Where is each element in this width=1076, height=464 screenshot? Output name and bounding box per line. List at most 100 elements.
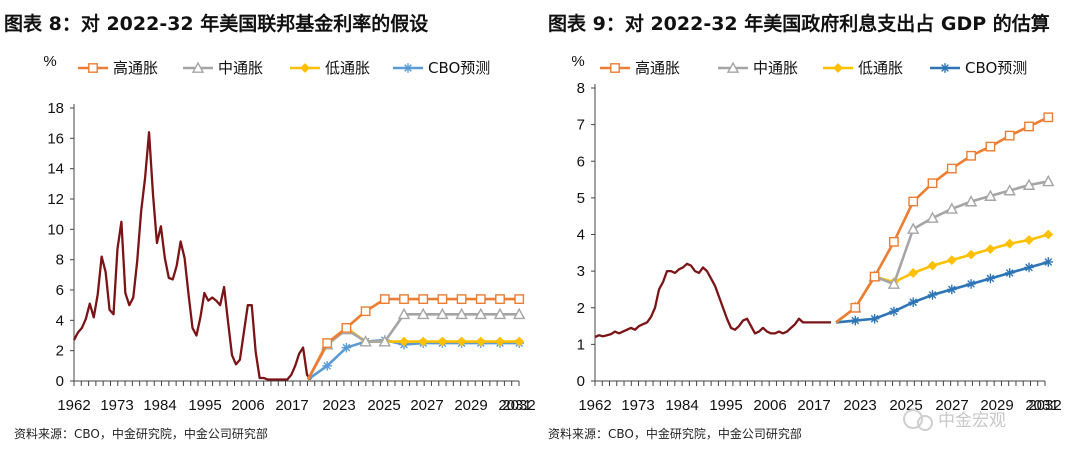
legend: 高通胀 中通胀 低通胀 CBO预测: [600, 59, 1027, 77]
x-tick-label: 2029: [980, 397, 1013, 414]
x-tick-label: 2017: [275, 397, 308, 414]
y-tick-label: 10: [47, 221, 64, 238]
chart-panel-1: 图表 8：对 2022-32 年美国联邦基金利率的假设% 资料来源：CBO，中金研…: [4, 12, 536, 441]
series-point: [908, 297, 918, 308]
series-point: [359, 335, 372, 347]
x-tick-label: 2029: [454, 397, 487, 414]
source-note: 资料来源：CBO，中金研究院，中金公司研究部: [548, 426, 802, 441]
series-line: [835, 233, 1049, 324]
series-point: [1043, 257, 1054, 267]
series-point: [397, 307, 411, 320]
y-tick-label: 0: [56, 373, 64, 390]
series-point: [1042, 174, 1055, 187]
series-1: [835, 112, 1054, 324]
series-point: [399, 294, 409, 304]
y-tick-label: 8: [577, 80, 585, 97]
series-point: [927, 260, 938, 271]
series-point: [985, 273, 996, 284]
series-point: [437, 336, 448, 347]
legend-item: 高通胀: [600, 59, 680, 77]
series-point: [418, 294, 429, 304]
y-tick-label: 8: [56, 252, 64, 269]
series-point: [474, 307, 487, 320]
series-point: [513, 307, 526, 320]
legend-marker: [300, 63, 310, 73]
series-point: [514, 336, 525, 347]
legend-label: CBO预测: [428, 59, 490, 77]
y-axis-unit: %: [571, 53, 584, 70]
y-tick-label: 3: [577, 263, 585, 280]
series-3: [835, 229, 1054, 324]
series-point: [984, 189, 997, 201]
series-line: [306, 297, 520, 381]
legend-label: 低通胀: [858, 59, 903, 77]
series-point: [1043, 112, 1054, 123]
series-point: [966, 150, 977, 161]
series-point: [417, 307, 430, 320]
series-point: [399, 336, 409, 347]
y-axis-unit: %: [43, 53, 56, 70]
series-point: [946, 255, 957, 266]
series-point: [1024, 235, 1034, 245]
series-line: [306, 312, 520, 381]
source-note: 资料来源：CBO，中金研究院，中金公司研究部: [14, 426, 268, 441]
legend-marker: [940, 63, 950, 73]
y-tick-label: 5: [577, 190, 585, 207]
series-point: [378, 335, 391, 347]
x-tick-label: 1962: [57, 397, 90, 414]
legend-item: 低通胀: [823, 59, 903, 77]
x-tick-label: 1973: [100, 397, 133, 414]
series-point: [418, 336, 429, 347]
series-point: [436, 307, 449, 320]
series-point: [379, 294, 390, 304]
x-tick-label: 2023: [322, 397, 355, 414]
legend-item: 高通胀: [78, 59, 158, 77]
series-point: [946, 163, 957, 174]
y-tick-label: 6: [577, 153, 585, 170]
wechat-icon: [903, 409, 923, 429]
series-point: [907, 222, 920, 234]
series-point: [341, 323, 352, 333]
series-point: [1003, 184, 1016, 196]
x-tick-label: 2006: [231, 397, 264, 414]
series-point: [495, 294, 505, 304]
y-tick-label: 18: [47, 100, 64, 117]
y-tick-label: 6: [56, 282, 64, 299]
series-point: [322, 361, 332, 371]
legend-marker: [191, 61, 205, 73]
series-line: [835, 260, 1049, 324]
series-4: [835, 257, 1054, 326]
x-tick-label: 1995: [709, 397, 742, 414]
legend-marker: [403, 63, 413, 73]
series-point: [927, 178, 938, 189]
x-tick-label: 1984: [143, 397, 176, 414]
series-point: [869, 271, 880, 282]
series-line: [307, 338, 520, 381]
series-point: [985, 244, 996, 255]
series-point: [514, 294, 525, 304]
series-point: [1004, 268, 1015, 278]
series-point: [456, 294, 467, 304]
historical-line: [594, 262, 831, 339]
y-tick-label: 1: [577, 336, 585, 353]
legend-label: 高通胀: [635, 59, 680, 77]
historical-line: [72, 131, 312, 381]
series-point: [947, 284, 957, 295]
series-point: [360, 306, 371, 317]
series-point: [964, 195, 978, 207]
x-tick-label: 1962: [578, 397, 611, 414]
legend-marker: [88, 63, 98, 73]
series-point: [475, 294, 486, 304]
series-point: [1024, 121, 1034, 132]
y-tick-label: 2: [577, 300, 585, 317]
y-tick-label: 12: [47, 191, 64, 208]
x-tick-label: 2027: [410, 397, 443, 414]
series-point: [887, 277, 901, 289]
legend: 高通胀 中通胀 低通胀 CBO预测: [78, 59, 490, 77]
x-tick-label: 2025: [367, 397, 400, 414]
x-tick-label: 2023: [843, 397, 876, 414]
y-tick-label: 0: [577, 373, 585, 390]
series-point: [908, 268, 919, 278]
